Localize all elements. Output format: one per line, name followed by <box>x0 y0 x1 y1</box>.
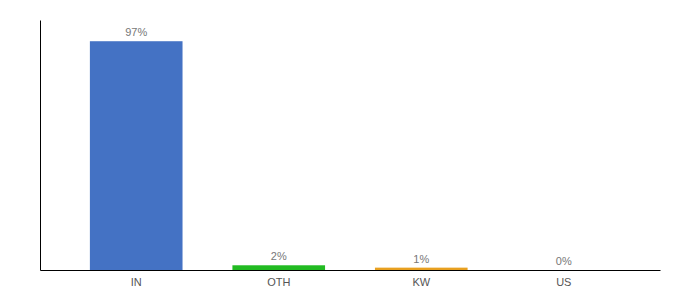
data-label: 2% <box>271 250 287 262</box>
plot-area: 97% 2% 1% 0% IN OTH KW US <box>41 21 661 288</box>
data-labels: 97% 2% 1% 0% <box>125 26 572 267</box>
data-label: 0% <box>556 255 572 267</box>
bar <box>90 41 183 270</box>
bar <box>517 270 610 271</box>
data-label: 1% <box>413 253 429 265</box>
x-tick-label: OTH <box>267 276 290 288</box>
x-tick: US <box>556 276 571 288</box>
x-tick-label: US <box>556 276 571 288</box>
x-tick: IN <box>131 276 142 288</box>
y-axis-line <box>40 21 41 271</box>
y-axis <box>40 21 41 271</box>
x-tick: OTH <box>267 276 290 288</box>
bars <box>90 41 468 270</box>
bar <box>375 268 468 270</box>
x-axis: IN OTH KW US <box>41 271 661 288</box>
x-tick: KW <box>412 276 430 288</box>
x-tick-label: KW <box>412 276 430 288</box>
x-axis-line <box>41 270 661 271</box>
bar <box>232 265 325 270</box>
x-tick-label: IN <box>131 276 142 288</box>
data-label: 97% <box>125 26 147 38</box>
chart: 97% 2% 1% 0% IN OTH KW US <box>0 0 680 300</box>
